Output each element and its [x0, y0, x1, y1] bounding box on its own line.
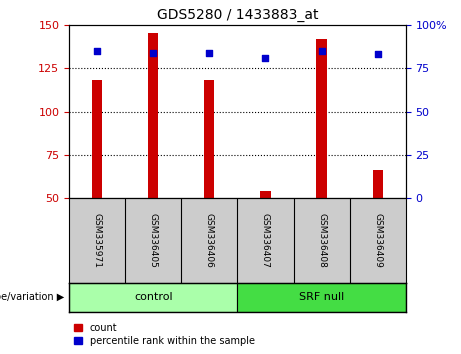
Legend: count, percentile rank within the sample: count, percentile rank within the sample — [74, 323, 254, 346]
Title: GDS5280 / 1433883_at: GDS5280 / 1433883_at — [157, 8, 318, 22]
Text: GSM336408: GSM336408 — [317, 213, 326, 268]
Text: GSM336406: GSM336406 — [205, 213, 214, 268]
Text: control: control — [134, 292, 172, 302]
Bar — [148, 33, 158, 198]
Text: genotype/variation ▶: genotype/variation ▶ — [0, 292, 65, 302]
Bar — [317, 39, 326, 198]
Bar — [92, 80, 102, 198]
Text: GSM335971: GSM335971 — [93, 213, 102, 268]
Bar — [372, 171, 383, 198]
Point — [206, 50, 213, 55]
Bar — [69, 283, 237, 312]
Text: GSM336405: GSM336405 — [149, 213, 158, 268]
Point — [374, 51, 381, 57]
Point — [94, 48, 101, 53]
Point — [318, 48, 325, 53]
Bar — [204, 80, 214, 198]
Bar — [237, 283, 406, 312]
Point — [149, 50, 157, 55]
Point — [262, 55, 269, 61]
Text: GSM336407: GSM336407 — [261, 213, 270, 268]
Bar — [260, 191, 271, 198]
Text: SRF null: SRF null — [299, 292, 344, 302]
Text: GSM336409: GSM336409 — [373, 213, 382, 268]
